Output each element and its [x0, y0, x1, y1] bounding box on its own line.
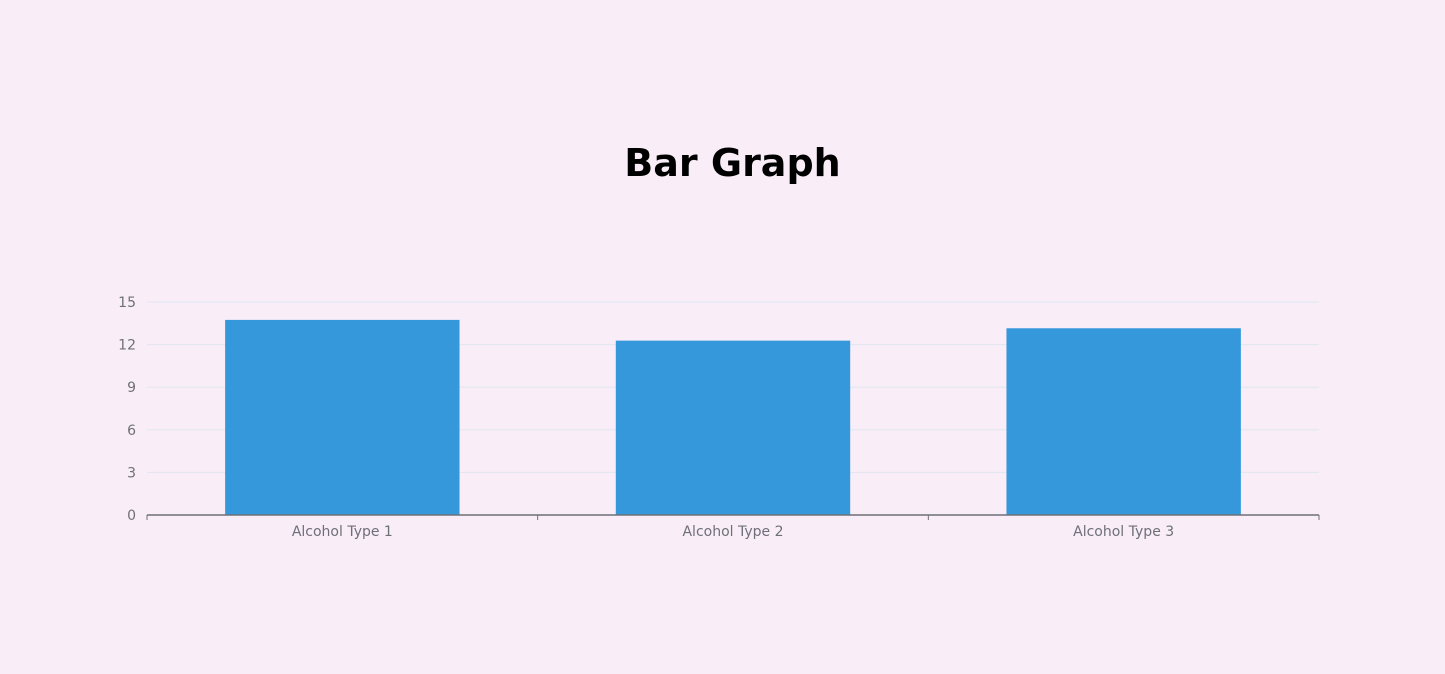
y-tick-label: 12: [118, 338, 136, 354]
x-category-label: Alcohol Type 2: [682, 524, 783, 540]
chart-title: Bar Graph: [624, 141, 841, 185]
y-axis-tick-labels: 0 3 6 9 12 15: [118, 295, 136, 524]
x-category-label: Alcohol Type 3: [1073, 524, 1174, 540]
x-axis: [146, 514, 1320, 520]
y-tick-label: 9: [127, 380, 136, 396]
bars: [225, 319, 1241, 515]
bar[interactable]: [225, 319, 460, 515]
x-axis-category-labels: Alcohol Type 1 Alcohol Type 2 Alcohol Type…: [292, 524, 1174, 540]
y-tick-label: 0: [127, 508, 136, 524]
y-tick-label: 3: [127, 465, 136, 481]
y-tick-label: 6: [127, 423, 136, 439]
x-category-label: Alcohol Type 1: [292, 524, 393, 540]
bar[interactable]: [615, 340, 851, 515]
bar[interactable]: [1006, 328, 1241, 515]
y-tick-label: 15: [118, 295, 136, 311]
